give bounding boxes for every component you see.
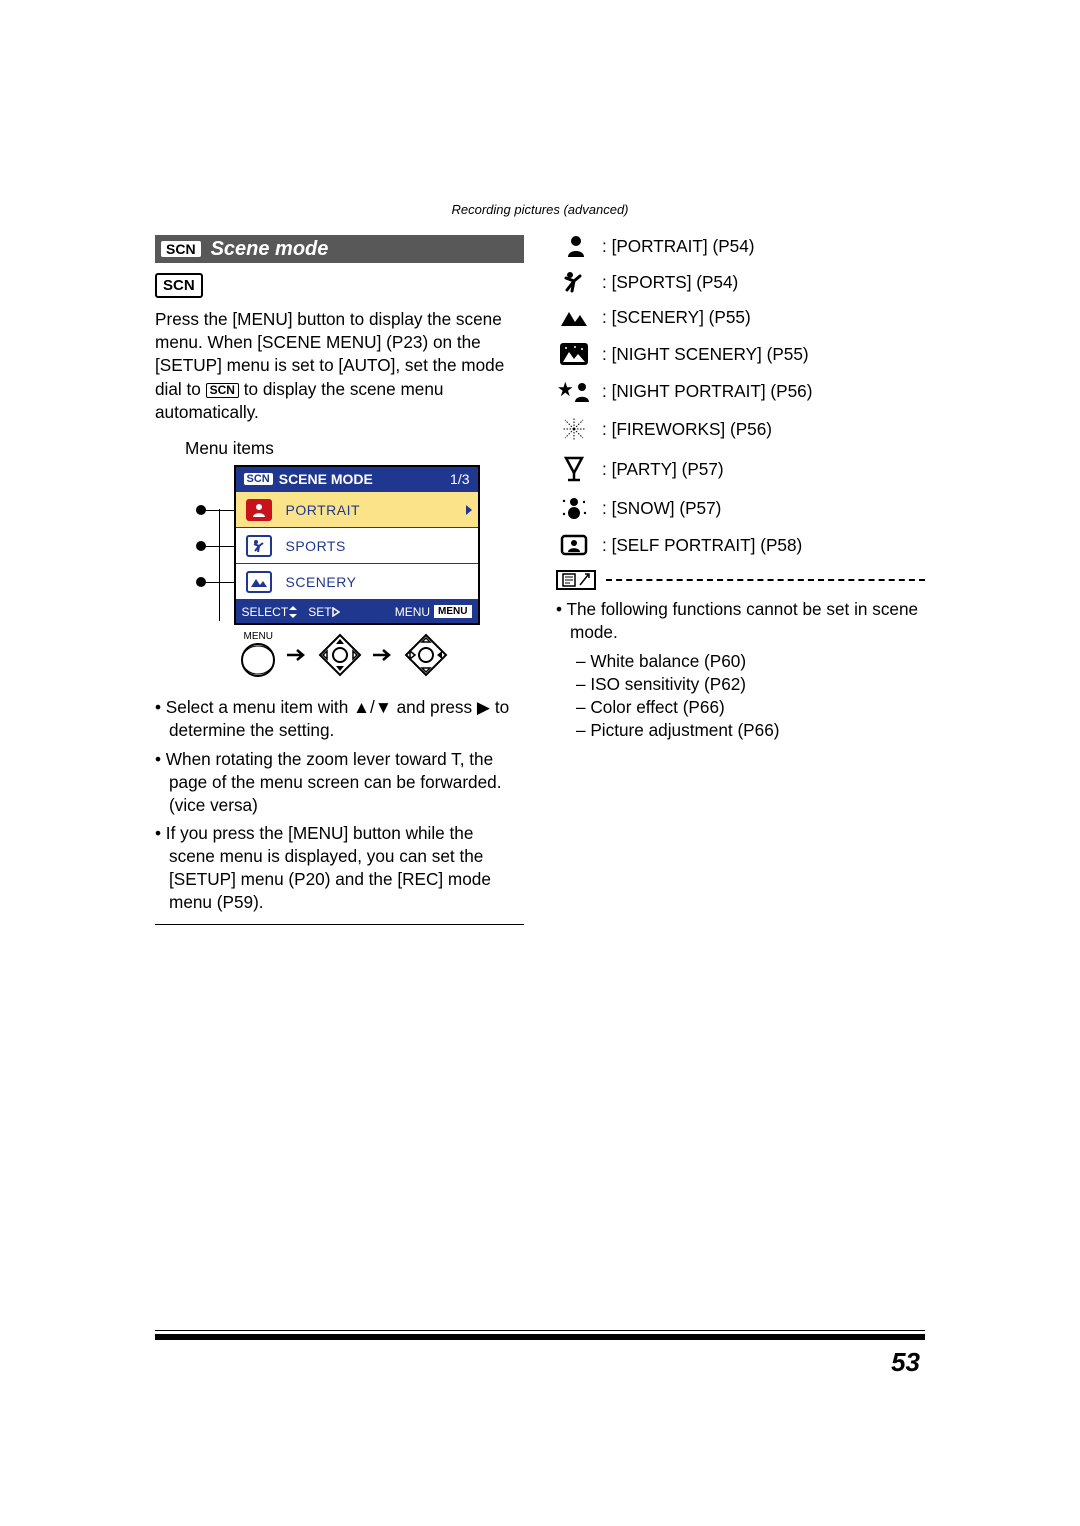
note-divider [556, 570, 925, 590]
left-column: SCN Scene mode SCN Press the [MENU] butt… [155, 235, 524, 925]
note-intro-text: The following functions cannot be set in… [566, 599, 918, 642]
lead-line [201, 510, 236, 511]
scene-label: [SELF PORTRAIT] (P58) [612, 535, 803, 555]
sports-icon [556, 271, 592, 293]
title-bar: SCN Scene mode [155, 235, 524, 263]
bullet-text: If you press the [MENU] button while the… [166, 823, 491, 912]
portrait-icon [556, 235, 592, 257]
night-scenery-icon [556, 342, 592, 366]
scene-label: [FIREWORKS] (P56) [612, 419, 772, 439]
footer-menu-label: MENU [395, 605, 430, 619]
bullet-item: • Select a menu item with ▲/▼ and press … [155, 696, 524, 742]
night-portrait-icon [556, 380, 592, 402]
arrow-icon [286, 648, 308, 662]
bullet-item: • When rotating the zoom lever toward T,… [155, 748, 524, 817]
bullet-text: Select a menu item with ▲/▼ and press ▶ … [166, 697, 509, 740]
scene-item-sports: : [SPORTS] (P54) [556, 271, 925, 293]
note-text: Picture adjustment (P66) [590, 720, 779, 740]
intro-paragraph: Press the [MENU] button to display the s… [155, 308, 524, 424]
section-header: Recording pictures (advanced) [155, 202, 925, 217]
bullet-item: • If you press the [MENU] button while t… [155, 822, 524, 914]
note-text: ISO sensitivity (P62) [590, 674, 746, 694]
scene-label: [SCENERY] (P55) [612, 307, 751, 327]
scn-outline-icon: SCN [155, 273, 203, 298]
note-item: – Color effect (P66) [556, 696, 925, 719]
menu-items-label: Menu items [185, 438, 524, 459]
scene-menu-box: SCN SCENE MODE 1/3 PORTRAIT [234, 465, 480, 625]
title-text: Scene mode [211, 238, 329, 261]
footer-rule [155, 1330, 925, 1340]
scene-label: [SPORTS] (P54) [612, 272, 739, 292]
scene-item-portrait: : [PORTRAIT] (P54) [556, 235, 925, 257]
menu-row-scenery: SCENERY [236, 563, 478, 599]
note-icon [556, 570, 596, 590]
scene-item-scenery: : [SCENERY] (P55) [556, 307, 925, 328]
scene-item-self-portrait: : [SELF PORTRAIT] (P58) [556, 534, 925, 556]
scene-item-fireworks: : [FIREWORKS] (P56) [556, 416, 925, 442]
note-text: Color effect (P66) [590, 697, 724, 717]
dpad-icon [318, 633, 362, 677]
arrow-icon [372, 648, 394, 662]
scene-menu-footer: SELECT SET MENU MENU [236, 599, 478, 623]
note-item: – Picture adjustment (P66) [556, 719, 925, 742]
note-item: – ISO sensitivity (P62) [556, 673, 925, 696]
party-icon [556, 456, 592, 482]
scene-menu-header: SCN SCENE MODE 1/3 [236, 467, 478, 491]
sports-icon [246, 535, 272, 557]
scn-badge: SCN [161, 241, 201, 257]
note-text: White balance (P60) [590, 651, 746, 671]
page-number: 53 [891, 1347, 920, 1378]
footer-menu-badge: MENU [434, 605, 471, 618]
menu-row-label: SPORTS [286, 538, 346, 554]
manual-page: Recording pictures (advanced) SCN Scene … [155, 202, 925, 1332]
divider [155, 924, 524, 925]
menu-diagram: SCN SCENE MODE 1/3 PORTRAIT [200, 465, 480, 678]
scenery-icon [556, 308, 592, 328]
menu-row-label: PORTRAIT [286, 502, 361, 518]
right-column: : [PORTRAIT] (P54) : [SPORTS] (P54) : [S… [556, 235, 925, 925]
menu-row-sports: SPORTS [236, 527, 478, 563]
dash-line [606, 579, 925, 581]
scene-item-snow: : [SNOW] (P57) [556, 496, 925, 520]
footer-set: SET [308, 605, 331, 619]
scene-label: [NIGHT PORTRAIT] (P56) [612, 381, 813, 401]
dpad-icon [404, 633, 448, 677]
inline-scn-icon: SCN [206, 383, 239, 398]
menu-small-label: MENU [244, 631, 276, 642]
portrait-icon [246, 499, 272, 521]
menu-row-label: SCENERY [286, 574, 357, 590]
scene-label: [PORTRAIT] (P54) [612, 236, 755, 256]
self-portrait-icon [556, 534, 592, 556]
fireworks-icon [556, 416, 592, 442]
two-column-layout: SCN Scene mode SCN Press the [MENU] butt… [155, 235, 925, 925]
note-intro: • The following functions cannot be set … [556, 598, 925, 644]
bullet-text: When rotating the zoom lever toward T, t… [166, 749, 502, 815]
control-diagram: MENU [240, 631, 480, 678]
scene-item-party: : [PARTY] (P57) [556, 456, 925, 482]
scene-label: [NIGHT SCENERY] (P55) [612, 344, 809, 364]
scene-item-night-portrait: : [NIGHT PORTRAIT] (P56) [556, 380, 925, 402]
updown-icon [288, 606, 298, 618]
scene-item-night-scenery: : [NIGHT SCENERY] (P55) [556, 342, 925, 366]
footer-select: SELECT [242, 605, 289, 619]
scenery-icon [246, 571, 272, 593]
menu-button-diagram: MENU [240, 631, 276, 678]
menu-header-page: 1/3 [450, 471, 469, 487]
menu-header-scn-badge: SCN [244, 473, 273, 485]
scene-label: [SNOW] (P57) [612, 498, 722, 518]
lead-line [201, 582, 236, 583]
menu-header-title: SCENE MODE [279, 471, 373, 487]
lead-line [201, 546, 236, 547]
scene-label: [PARTY] (P57) [612, 459, 724, 479]
note-item: – White balance (P60) [556, 650, 925, 673]
right-icon [332, 607, 340, 617]
snow-icon [556, 496, 592, 520]
menu-row-portrait: PORTRAIT [236, 491, 478, 527]
